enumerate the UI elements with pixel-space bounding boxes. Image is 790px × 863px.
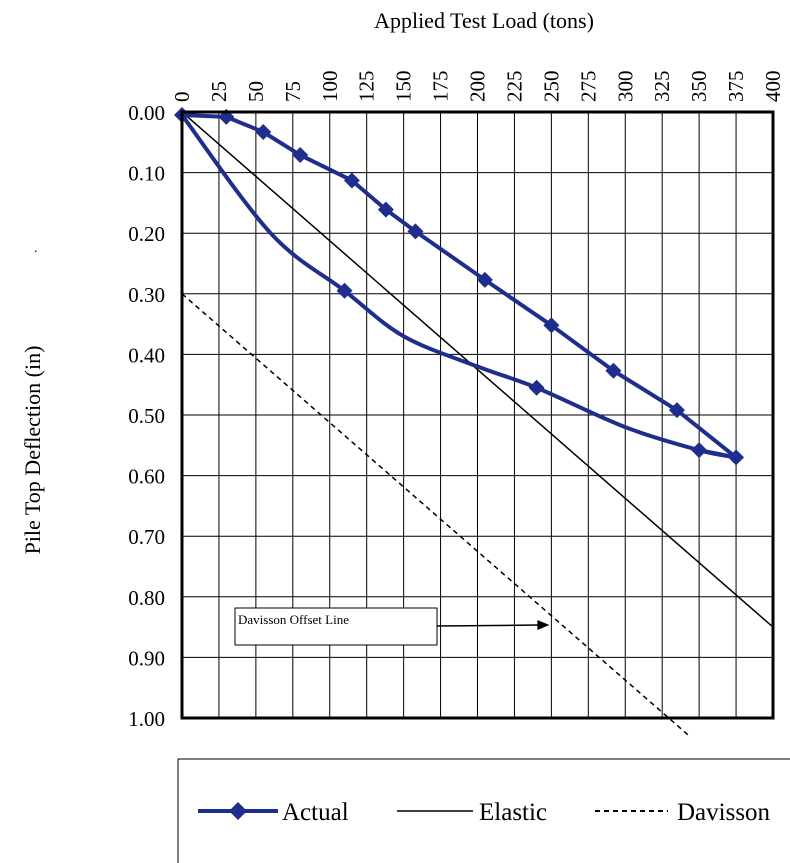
legend-label: Davisson: [677, 799, 771, 826]
x-tick-label: 325: [650, 71, 674, 103]
x-tick-label: 50: [244, 81, 268, 102]
annotation-arrow: [436, 624, 540, 627]
legend-entry-elastic: Elastic: [397, 799, 547, 826]
x-tick-label: 100: [318, 71, 342, 103]
y-tick-labels: 0.00 0.10 0.20 0.30 0.40 0.50 0.60 0.70 0.80 0.90…: [128, 101, 165, 731]
actual-data-point: [528, 379, 545, 396]
stray-mark: .: [34, 241, 38, 256]
actual-data-point: [255, 123, 272, 140]
x-tick-labels: 0 25 50 75 100 125 150 175 200 225 250 275 300 325 350…: [170, 71, 785, 103]
x-tick-label: 300: [613, 71, 637, 103]
x-tick-label: 275: [576, 71, 600, 103]
actual-data-point: [728, 449, 745, 466]
actual-data-point: [691, 442, 708, 459]
y-axis-title: Pile Top Deflection (in): [20, 346, 45, 555]
y-tick-label: 0.10: [128, 162, 165, 186]
legend-entry-davisson: Davisson: [595, 799, 771, 826]
legend-label: Elastic: [479, 799, 547, 826]
x-tick-label: 175: [429, 71, 453, 103]
legend-entry-actual: Actual: [198, 799, 349, 826]
y-tick-label: 0.70: [128, 525, 165, 549]
y-tick-label: 0.60: [128, 465, 165, 489]
x-tick-label: 200: [466, 71, 490, 103]
x-axis-title: Applied Test Load (tons): [374, 8, 594, 33]
x-tick-label: 400: [761, 71, 785, 103]
legend: Actual Elastic Davisson: [177, 758, 790, 863]
legend-box: [177, 758, 790, 863]
y-tick-label: 0.90: [128, 646, 165, 670]
legend-label: Actual: [282, 799, 349, 826]
actual-data-point: [292, 147, 309, 164]
series-layer: [174, 107, 774, 737]
annotation-box: [234, 607, 438, 646]
annotation-text: Davisson Offset Line: [238, 612, 349, 627]
x-tick-label: 375: [724, 71, 748, 103]
x-tick-label: 150: [392, 71, 416, 103]
y-tick-label: 0.20: [128, 222, 165, 246]
x-tick-label: 250: [539, 71, 563, 103]
elastic-line: [181, 111, 774, 628]
actual-data-point: [476, 271, 493, 288]
x-tick-label: 0: [170, 92, 194, 103]
actual-data-point: [343, 172, 360, 189]
actual-data-point: [605, 362, 622, 379]
plot-area-frame: [180, 110, 775, 720]
legend-swatch-marker: [229, 802, 247, 820]
x-tick-label: 25: [207, 81, 231, 102]
actual-unloading-curve: [180, 113, 737, 460]
actual-data-point: [336, 282, 353, 299]
annotation-arrowhead: [537, 620, 550, 631]
y-tick-label: 1.00: [128, 707, 165, 731]
davisson-annotation: Davisson Offset Line: [234, 607, 550, 646]
actual-data-point: [407, 223, 424, 240]
actual-loading-line: [181, 113, 739, 460]
y-tick-label: 0.00: [128, 101, 165, 125]
actual-data-point: [668, 402, 685, 419]
davisson-line: [181, 293, 691, 737]
y-tick-label: 0.50: [128, 404, 165, 428]
x-tick-label: 75: [281, 81, 305, 102]
x-tick-label: 350: [687, 71, 711, 103]
actual-data-point: [543, 317, 560, 334]
y-tick-label: 0.80: [128, 586, 165, 610]
x-tick-label: 125: [355, 71, 379, 103]
actual-data-point: [377, 201, 394, 218]
x-tick-label: 225: [502, 71, 526, 103]
y-tick-label: 0.40: [128, 343, 165, 367]
y-tick-label: 0.30: [128, 283, 165, 307]
legend-items: Actual Elastic Davisson: [198, 799, 771, 826]
